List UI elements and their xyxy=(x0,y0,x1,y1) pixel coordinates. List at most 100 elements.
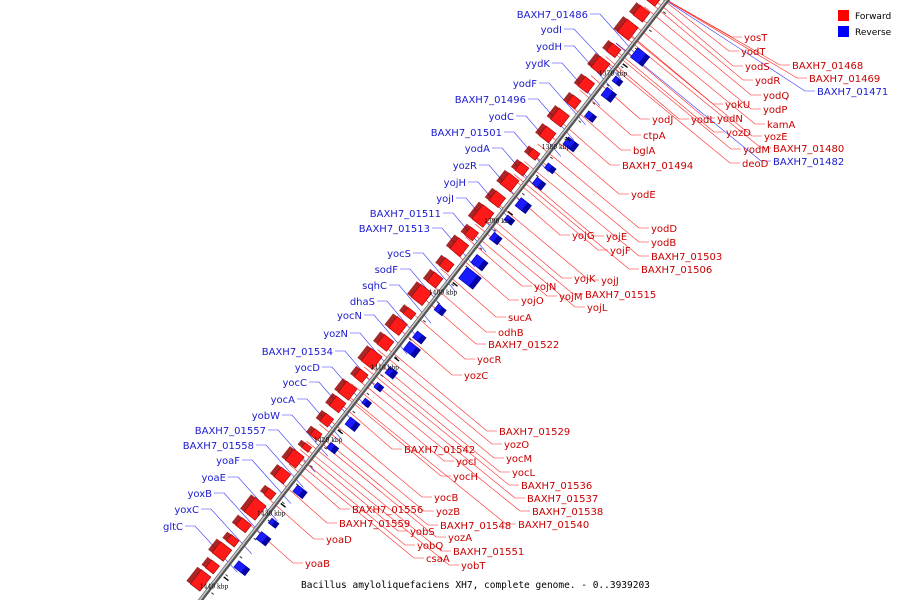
forward-gene[interactable] xyxy=(496,169,520,193)
forward-gene[interactable] xyxy=(587,52,611,76)
reverse-gene[interactable] xyxy=(402,340,421,359)
gene-label[interactable]: yozE xyxy=(764,132,788,143)
forward-gene[interactable] xyxy=(306,425,323,441)
forward-gene[interactable] xyxy=(422,268,444,289)
forward-gene[interactable] xyxy=(384,313,408,336)
forward-gene[interactable] xyxy=(602,40,622,59)
reverse-gene[interactable] xyxy=(412,330,427,345)
gene-label[interactable]: BAXH7_01529 xyxy=(499,427,570,438)
gene-label[interactable]: BAXH7_01559 xyxy=(339,519,410,530)
gene-label[interactable]: yobQ xyxy=(417,541,443,552)
gene-label[interactable]: yoaE xyxy=(202,473,226,484)
gene-label[interactable]: BAXH7_01503 xyxy=(651,252,722,263)
gene-label[interactable]: yojI xyxy=(436,194,454,205)
gene-label[interactable]: BAXH7_01501 xyxy=(431,128,502,139)
forward-gene[interactable] xyxy=(629,2,651,23)
forward-gene[interactable] xyxy=(208,538,233,562)
forward-gene[interactable] xyxy=(269,464,292,485)
gene-label[interactable]: BAXH7_01542 xyxy=(404,445,475,456)
gene-label[interactable]: yoxC xyxy=(174,505,199,516)
gene-label[interactable]: yojO xyxy=(521,296,544,307)
gene-label[interactable]: yozB xyxy=(436,507,460,518)
reverse-gene[interactable] xyxy=(600,86,618,103)
forward-gene[interactable] xyxy=(535,123,557,144)
gene-label[interactable]: yocS xyxy=(387,249,411,260)
reverse-gene[interactable] xyxy=(562,136,580,153)
gene-label[interactable]: BAXH7_01511 xyxy=(370,209,441,220)
forward-gene[interactable] xyxy=(325,393,347,414)
gene-label[interactable]: yozR xyxy=(453,161,477,172)
gene-label[interactable]: yokU xyxy=(725,100,750,111)
gene-label[interactable]: yojJ xyxy=(601,276,619,287)
forward-gene[interactable] xyxy=(613,16,639,41)
gene-label[interactable]: yodJ xyxy=(652,115,673,126)
gene-label[interactable]: gltC xyxy=(163,522,183,533)
gene-label[interactable]: deoD xyxy=(742,159,769,170)
gene-label[interactable]: yocC xyxy=(282,378,307,389)
gene-label[interactable]: yocI xyxy=(456,457,476,468)
gene-label[interactable]: yozN xyxy=(323,329,348,340)
gene-label[interactable]: dhaS xyxy=(350,297,375,308)
gene-label[interactable]: yozO xyxy=(504,440,529,451)
gene-label[interactable]: odhB xyxy=(498,328,524,339)
gene-label[interactable]: yodS xyxy=(745,62,770,73)
gene-label[interactable]: BAXH7_01471 xyxy=(817,87,888,98)
gene-label[interactable]: BAXH7_01469 xyxy=(809,74,880,85)
reverse-gene[interactable] xyxy=(326,441,340,455)
gene-label[interactable]: BAXH7_01480 xyxy=(773,144,844,155)
reverse-gene[interactable] xyxy=(373,381,385,393)
gene-label[interactable]: yodR xyxy=(755,76,780,87)
gene-label[interactable]: yodN xyxy=(717,114,743,125)
gene-label[interactable]: yodC xyxy=(489,112,514,123)
reverse-gene[interactable] xyxy=(611,75,624,87)
forward-gene[interactable] xyxy=(467,201,495,228)
reverse-gene[interactable] xyxy=(584,110,598,123)
gene-label[interactable]: yodL xyxy=(691,115,715,126)
gene-label[interactable]: BAXH7_01486 xyxy=(517,10,588,21)
gene-label[interactable]: yozC xyxy=(464,371,488,382)
forward-gene[interactable] xyxy=(445,234,470,258)
gene-label[interactable]: yodM xyxy=(743,145,770,156)
gene-label[interactable]: yodT xyxy=(741,47,766,58)
forward-gene[interactable] xyxy=(399,304,417,321)
gene-label[interactable]: BAXH7_01538 xyxy=(532,507,603,518)
gene-label[interactable]: sodF xyxy=(375,265,399,276)
gene-label[interactable]: BAXH7_01534 xyxy=(262,347,333,358)
gene-label[interactable]: yodA xyxy=(465,144,490,155)
gene-label[interactable]: ctpA xyxy=(643,131,666,142)
reverse-gene[interactable] xyxy=(233,560,251,577)
gene-label[interactable]: sqhC xyxy=(362,281,387,292)
forward-gene[interactable] xyxy=(546,105,570,128)
gene-label[interactable]: yojM xyxy=(559,292,582,303)
forward-gene[interactable] xyxy=(334,378,358,401)
gene-label[interactable]: yocH xyxy=(453,472,478,483)
reverse-gene[interactable] xyxy=(531,176,547,191)
forward-gene[interactable] xyxy=(186,566,212,592)
forward-gene[interactable] xyxy=(523,145,541,161)
gene-label[interactable]: BAXH7_01540 xyxy=(518,520,589,531)
forward-gene[interactable] xyxy=(259,484,277,501)
gene-label[interactable]: BAXH7_01515 xyxy=(585,290,656,301)
gene-label[interactable]: BAXH7_01551 xyxy=(453,547,524,558)
reverse-gene[interactable] xyxy=(361,397,373,409)
gene-label[interactable]: yojH xyxy=(444,178,466,189)
gene-label[interactable]: csaA xyxy=(426,554,450,565)
gene-label[interactable]: yodE xyxy=(631,190,656,201)
gene-label[interactable]: yoaB xyxy=(305,559,330,570)
forward-gene[interactable] xyxy=(222,531,240,548)
gene-label[interactable]: BAXH7_01548 xyxy=(440,521,511,532)
gene-label[interactable]: BAXH7_01482 xyxy=(773,157,844,168)
forward-gene[interactable] xyxy=(435,254,455,273)
gene-label[interactable]: yosT xyxy=(744,33,768,44)
reverse-gene[interactable] xyxy=(267,517,280,529)
gene-label[interactable]: yojE xyxy=(606,232,627,243)
forward-gene[interactable] xyxy=(201,556,220,575)
reverse-gene[interactable] xyxy=(503,214,516,226)
gene-label[interactable]: yydK xyxy=(525,59,550,70)
gene-label[interactable]: yodH xyxy=(536,42,562,53)
forward-gene[interactable] xyxy=(240,494,267,521)
gene-label[interactable]: BAXH7_01557 xyxy=(195,426,266,437)
gene-label[interactable]: BAXH7_01537 xyxy=(527,494,598,505)
reverse-gene[interactable] xyxy=(433,303,447,317)
forward-gene[interactable] xyxy=(315,410,335,428)
